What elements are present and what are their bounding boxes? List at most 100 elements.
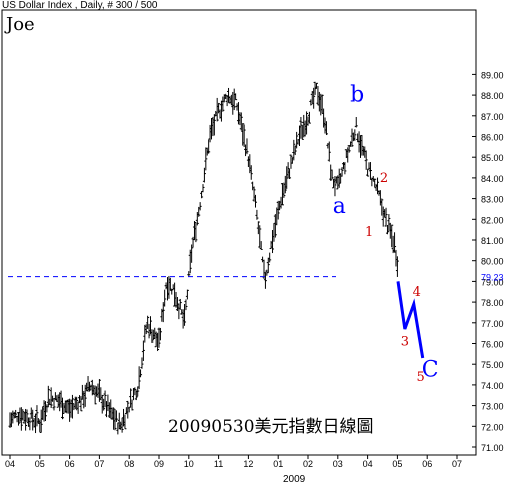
ohlc-bar — [315, 82, 319, 90]
y-tick-label: 80.00 — [481, 257, 504, 267]
x-tick-label: 07 — [94, 459, 104, 469]
ohlc-bar — [97, 379, 101, 402]
ohlc-bar — [201, 184, 205, 193]
x-tick-label: 10 — [184, 459, 194, 469]
ohlc-bar — [330, 169, 334, 180]
ohlc-bar — [366, 169, 370, 177]
ohlc-bar — [364, 150, 368, 170]
y-tick-label: 72.00 — [481, 422, 504, 432]
x-axis: 04 05 06 07 08 09 10 11 12 01 02 03 04 05 06 07 — [5, 455, 462, 469]
ohlc-bar — [156, 332, 160, 352]
ohlc-bar — [380, 198, 384, 216]
ohlc-bar — [93, 385, 97, 405]
y-tick-label: 86.00 — [481, 133, 504, 143]
ohlc-bar — [249, 165, 253, 180]
ohlc-bar — [126, 400, 130, 419]
ohlc-bar — [130, 399, 134, 411]
ohlc-bar — [148, 316, 152, 335]
chart-caption: 20090530美元指數日線圖 — [168, 417, 374, 437]
y-tick-label: 83.00 — [481, 195, 504, 205]
ohlc-bar — [120, 417, 124, 433]
y-tick-label: 76.00 — [481, 340, 504, 350]
ohlc-bar — [239, 112, 243, 131]
ohlc-bar — [178, 298, 182, 310]
ohlc-bar — [266, 257, 270, 273]
x-tick-label: 07 — [452, 459, 462, 469]
ohlc-bar — [79, 396, 83, 412]
ohlc-bar — [204, 147, 208, 171]
last-value-label: 79.23 — [481, 273, 504, 283]
ohlc-bar — [28, 417, 32, 431]
ohlc-bar — [70, 394, 74, 419]
x-tick-label: 08 — [124, 459, 134, 469]
ohlc-bar — [324, 121, 328, 136]
wave-label-2: 2 — [380, 171, 388, 186]
ohlc-bar — [387, 214, 391, 232]
ohlc-bar — [289, 154, 293, 169]
ohlc-bar — [393, 232, 397, 253]
ohlc-bar — [258, 225, 262, 248]
ohlc-bars — [8, 81, 399, 435]
ohlc-bar — [61, 397, 65, 420]
y-tick-label: 87.00 — [481, 112, 504, 122]
ohlc-bar — [282, 182, 286, 198]
ohlc-bar — [185, 289, 189, 300]
ohlc-bar — [292, 139, 296, 161]
ohlc-bar — [200, 191, 204, 199]
ohlc-bar — [35, 405, 39, 427]
ohlc-bar — [300, 124, 304, 140]
wave-label-4: 4 — [413, 285, 421, 300]
x-tick-label: 05 — [392, 459, 402, 469]
y-tick-label: 75.00 — [481, 360, 504, 370]
ohlc-bar — [309, 99, 313, 106]
ohlc-bar — [242, 124, 246, 148]
ohlc-bar — [241, 123, 245, 146]
y-tick-label: 85.00 — [481, 153, 504, 163]
ohlc-bar — [283, 175, 287, 194]
ohlc-bar — [43, 401, 47, 422]
ohlc-bar — [373, 178, 377, 188]
ohlc-bar — [123, 414, 127, 430]
x-tick-label: 06 — [65, 459, 75, 469]
x-tick-label: 05 — [35, 459, 45, 469]
ohlc-bar — [100, 394, 104, 414]
y-tick-label: 88.00 — [481, 91, 504, 101]
y-tick-label: 77.00 — [481, 319, 504, 329]
y-tick-label: 79.00 — [481, 277, 504, 287]
ohlc-bar — [184, 299, 188, 311]
ohlc-bar — [102, 398, 106, 411]
x-tick-label: 09 — [154, 459, 164, 469]
ohlc-bar — [150, 329, 154, 343]
ohlc-bar — [268, 252, 272, 263]
ohlc-bar — [368, 162, 372, 180]
ohlc-bar — [305, 111, 309, 135]
ohlc-bar — [212, 114, 216, 136]
ohlc-bar — [113, 408, 117, 431]
ohlc-bar — [25, 409, 29, 423]
ohlc-bar — [190, 244, 194, 263]
ohlc-bar — [384, 207, 388, 227]
x-tick-label: 04 — [5, 459, 15, 469]
ohlc-bar — [207, 139, 211, 154]
y-tick-label: 81.00 — [481, 236, 504, 246]
ohlc-bar — [232, 88, 236, 111]
x-tick-label: 06 — [422, 459, 432, 469]
ohlc-bar — [256, 221, 260, 235]
ohlc-bar — [390, 224, 394, 248]
ohlc-bar — [288, 169, 292, 180]
wave-labels: a b 1 2 3 4 5C — [333, 82, 439, 384]
ohlc-bar — [187, 271, 191, 277]
ohlc-bar — [286, 162, 290, 179]
ohlc-bar — [183, 304, 187, 326]
y-tick-label: 82.00 — [481, 215, 504, 225]
ohlc-bar — [340, 167, 344, 177]
ohlc-bar — [312, 87, 316, 109]
ohlc-bar — [295, 131, 299, 149]
ohlc-bar — [133, 387, 137, 396]
ohlc-bar — [350, 128, 354, 147]
y-tick-label: 78.00 — [481, 298, 504, 308]
x-tick-label: 03 — [333, 459, 343, 469]
y-tick-label: 71.00 — [481, 443, 504, 453]
year-label: 2009 — [283, 474, 306, 485]
